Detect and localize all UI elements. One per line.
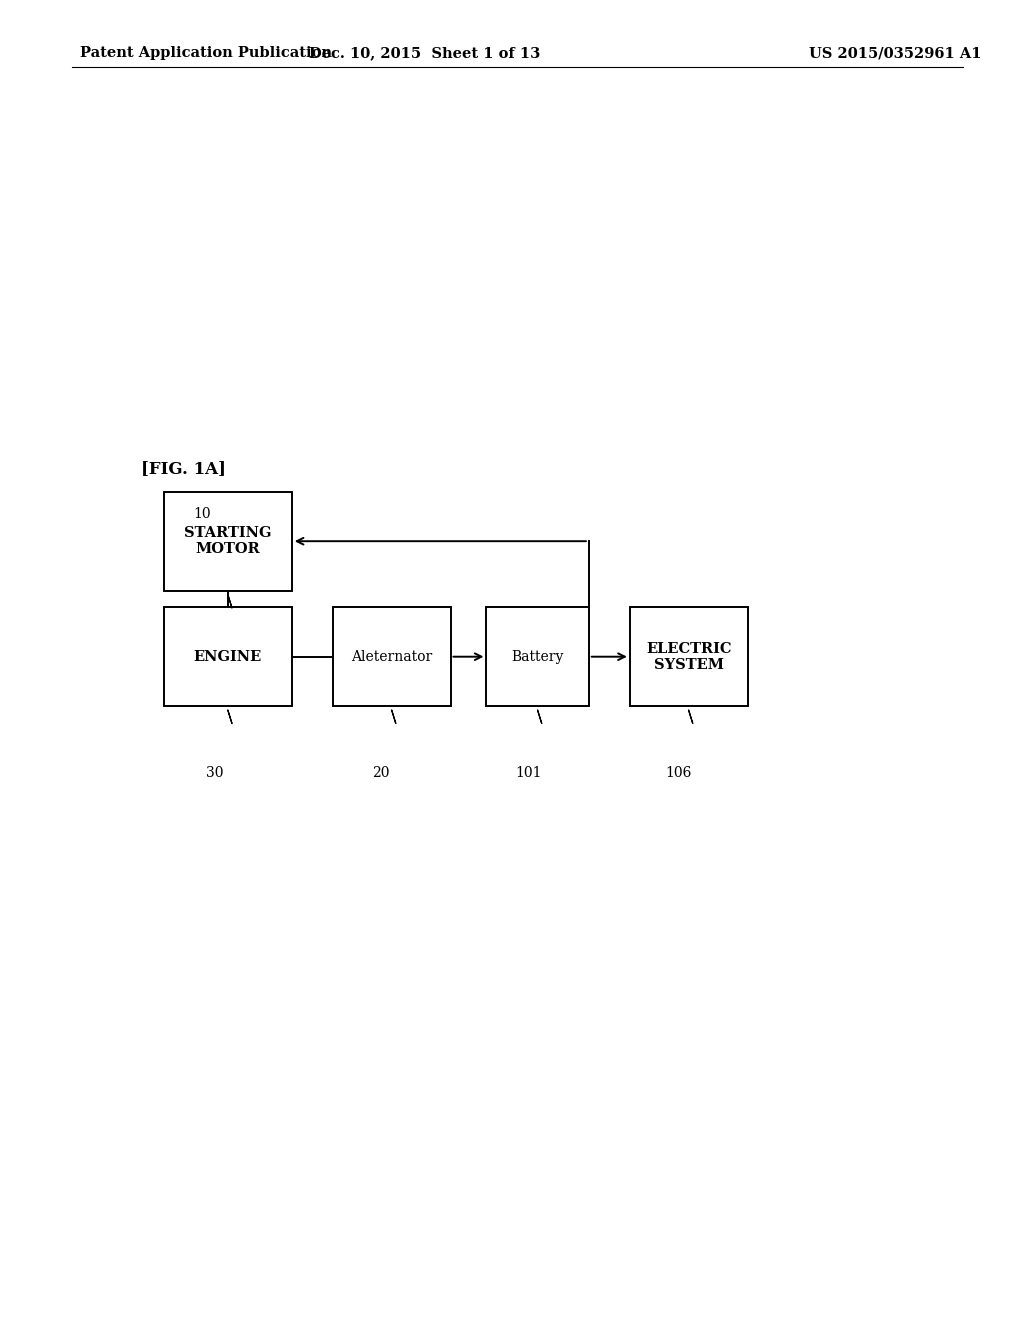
- Bar: [630, 607, 748, 706]
- Bar: [486, 607, 589, 706]
- Bar: [164, 492, 292, 591]
- Text: 10: 10: [193, 507, 211, 521]
- Text: 20: 20: [372, 766, 390, 780]
- Text: US 2015/0352961 A1: US 2015/0352961 A1: [809, 46, 981, 61]
- Text: 106: 106: [666, 766, 692, 780]
- Text: Patent Application Publication: Patent Application Publication: [80, 46, 332, 61]
- Text: 30: 30: [206, 766, 224, 780]
- Text: Dec. 10, 2015  Sheet 1 of 13: Dec. 10, 2015 Sheet 1 of 13: [309, 46, 541, 61]
- Text: Aleternator: Aleternator: [351, 649, 432, 664]
- Text: ENGINE: ENGINE: [194, 649, 262, 664]
- Text: STARTING
MOTOR: STARTING MOTOR: [184, 527, 271, 556]
- Text: Battery: Battery: [511, 649, 564, 664]
- Bar: [333, 607, 451, 706]
- Text: ELECTRIC
SYSTEM: ELECTRIC SYSTEM: [646, 642, 731, 672]
- Text: [FIG. 1A]: [FIG. 1A]: [141, 461, 226, 477]
- Bar: [164, 607, 292, 706]
- Text: 101: 101: [515, 766, 542, 780]
